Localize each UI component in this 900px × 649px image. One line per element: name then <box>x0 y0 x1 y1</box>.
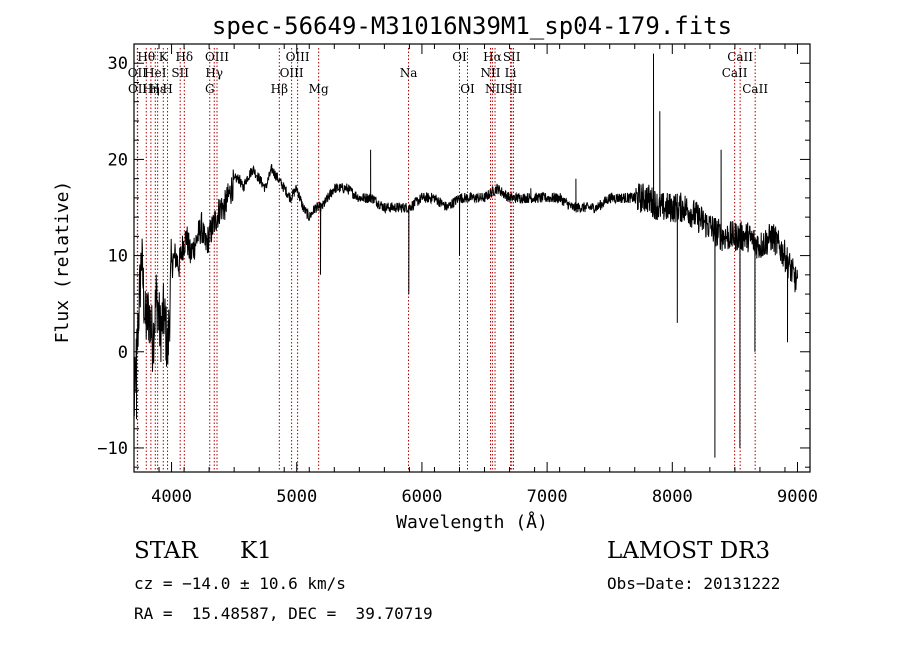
redshift-text: cz = −14.0 ± 10.6 km/s <box>134 574 346 593</box>
line-label: OI <box>452 50 467 64</box>
line-label: CaII <box>727 50 753 64</box>
line-label: Hε <box>149 82 166 96</box>
line-label: OI <box>460 82 475 96</box>
line-label: Mg <box>309 82 329 96</box>
line-label: SII <box>171 66 189 80</box>
x-tick-label: 8000 <box>652 487 693 507</box>
y-tick-label: −10 <box>97 439 128 459</box>
line-label: NII <box>485 82 505 96</box>
line-label: Hα <box>483 50 502 64</box>
line-label: Hγ <box>205 66 223 80</box>
coordinates-text: RA = 15.48587, DEC = 39.70719 <box>134 604 433 623</box>
x-tick-label: 4000 <box>151 487 192 507</box>
line-label: SII <box>505 82 523 96</box>
line-label: Na <box>400 66 418 80</box>
obs-date-text: Obs−Date: 20131222 <box>607 574 781 593</box>
y-tick-label: 0 <box>118 343 128 363</box>
line-label: CaII <box>742 82 768 96</box>
axes: 4000 5000 6000 7000 8000 9000 −10 0 10 20 30 <box>97 43 818 507</box>
spectrum-line <box>133 53 798 458</box>
plot-frame <box>133 43 811 473</box>
y-tick-label: 20 <box>108 150 128 170</box>
line-label: Hδ <box>175 50 193 64</box>
line-label: OII <box>128 82 148 96</box>
line-label: OIII <box>280 66 304 80</box>
x-tick-label: 9000 <box>777 487 818 507</box>
line-label: OIII <box>205 50 229 64</box>
x-tick-label: 7000 <box>527 487 568 507</box>
line-label: SII <box>503 50 521 64</box>
y-axis-label: Flux (relative) <box>52 181 73 344</box>
line-label: Li <box>505 66 517 80</box>
line-label: G <box>205 82 215 96</box>
line-label: Hη <box>142 82 160 96</box>
line-label: OIII <box>286 50 310 64</box>
line-label: Hθ <box>137 50 155 64</box>
subclass-label: K1 <box>240 538 272 564</box>
x-axis-label: Wavelength (Å) <box>396 511 548 533</box>
class-label: STAR <box>134 538 198 564</box>
line-label: K <box>159 50 169 64</box>
chart-title: spec-56649-M31016N39M1_sp04-179.fits <box>212 12 732 40</box>
line-label: NII <box>481 66 501 80</box>
x-tick-label: 6000 <box>401 487 442 507</box>
y-tick-label: 10 <box>108 247 128 267</box>
line-label: HeI <box>144 66 167 80</box>
x-tick-label: 5000 <box>276 487 317 507</box>
y-tick-label: 30 <box>108 54 128 74</box>
survey-label: LAMOST DR3 <box>607 538 771 564</box>
line-label: H <box>162 82 172 96</box>
spectrum-series <box>133 53 798 458</box>
line-label: Hβ <box>271 82 288 96</box>
line-label: CaII <box>722 66 748 80</box>
